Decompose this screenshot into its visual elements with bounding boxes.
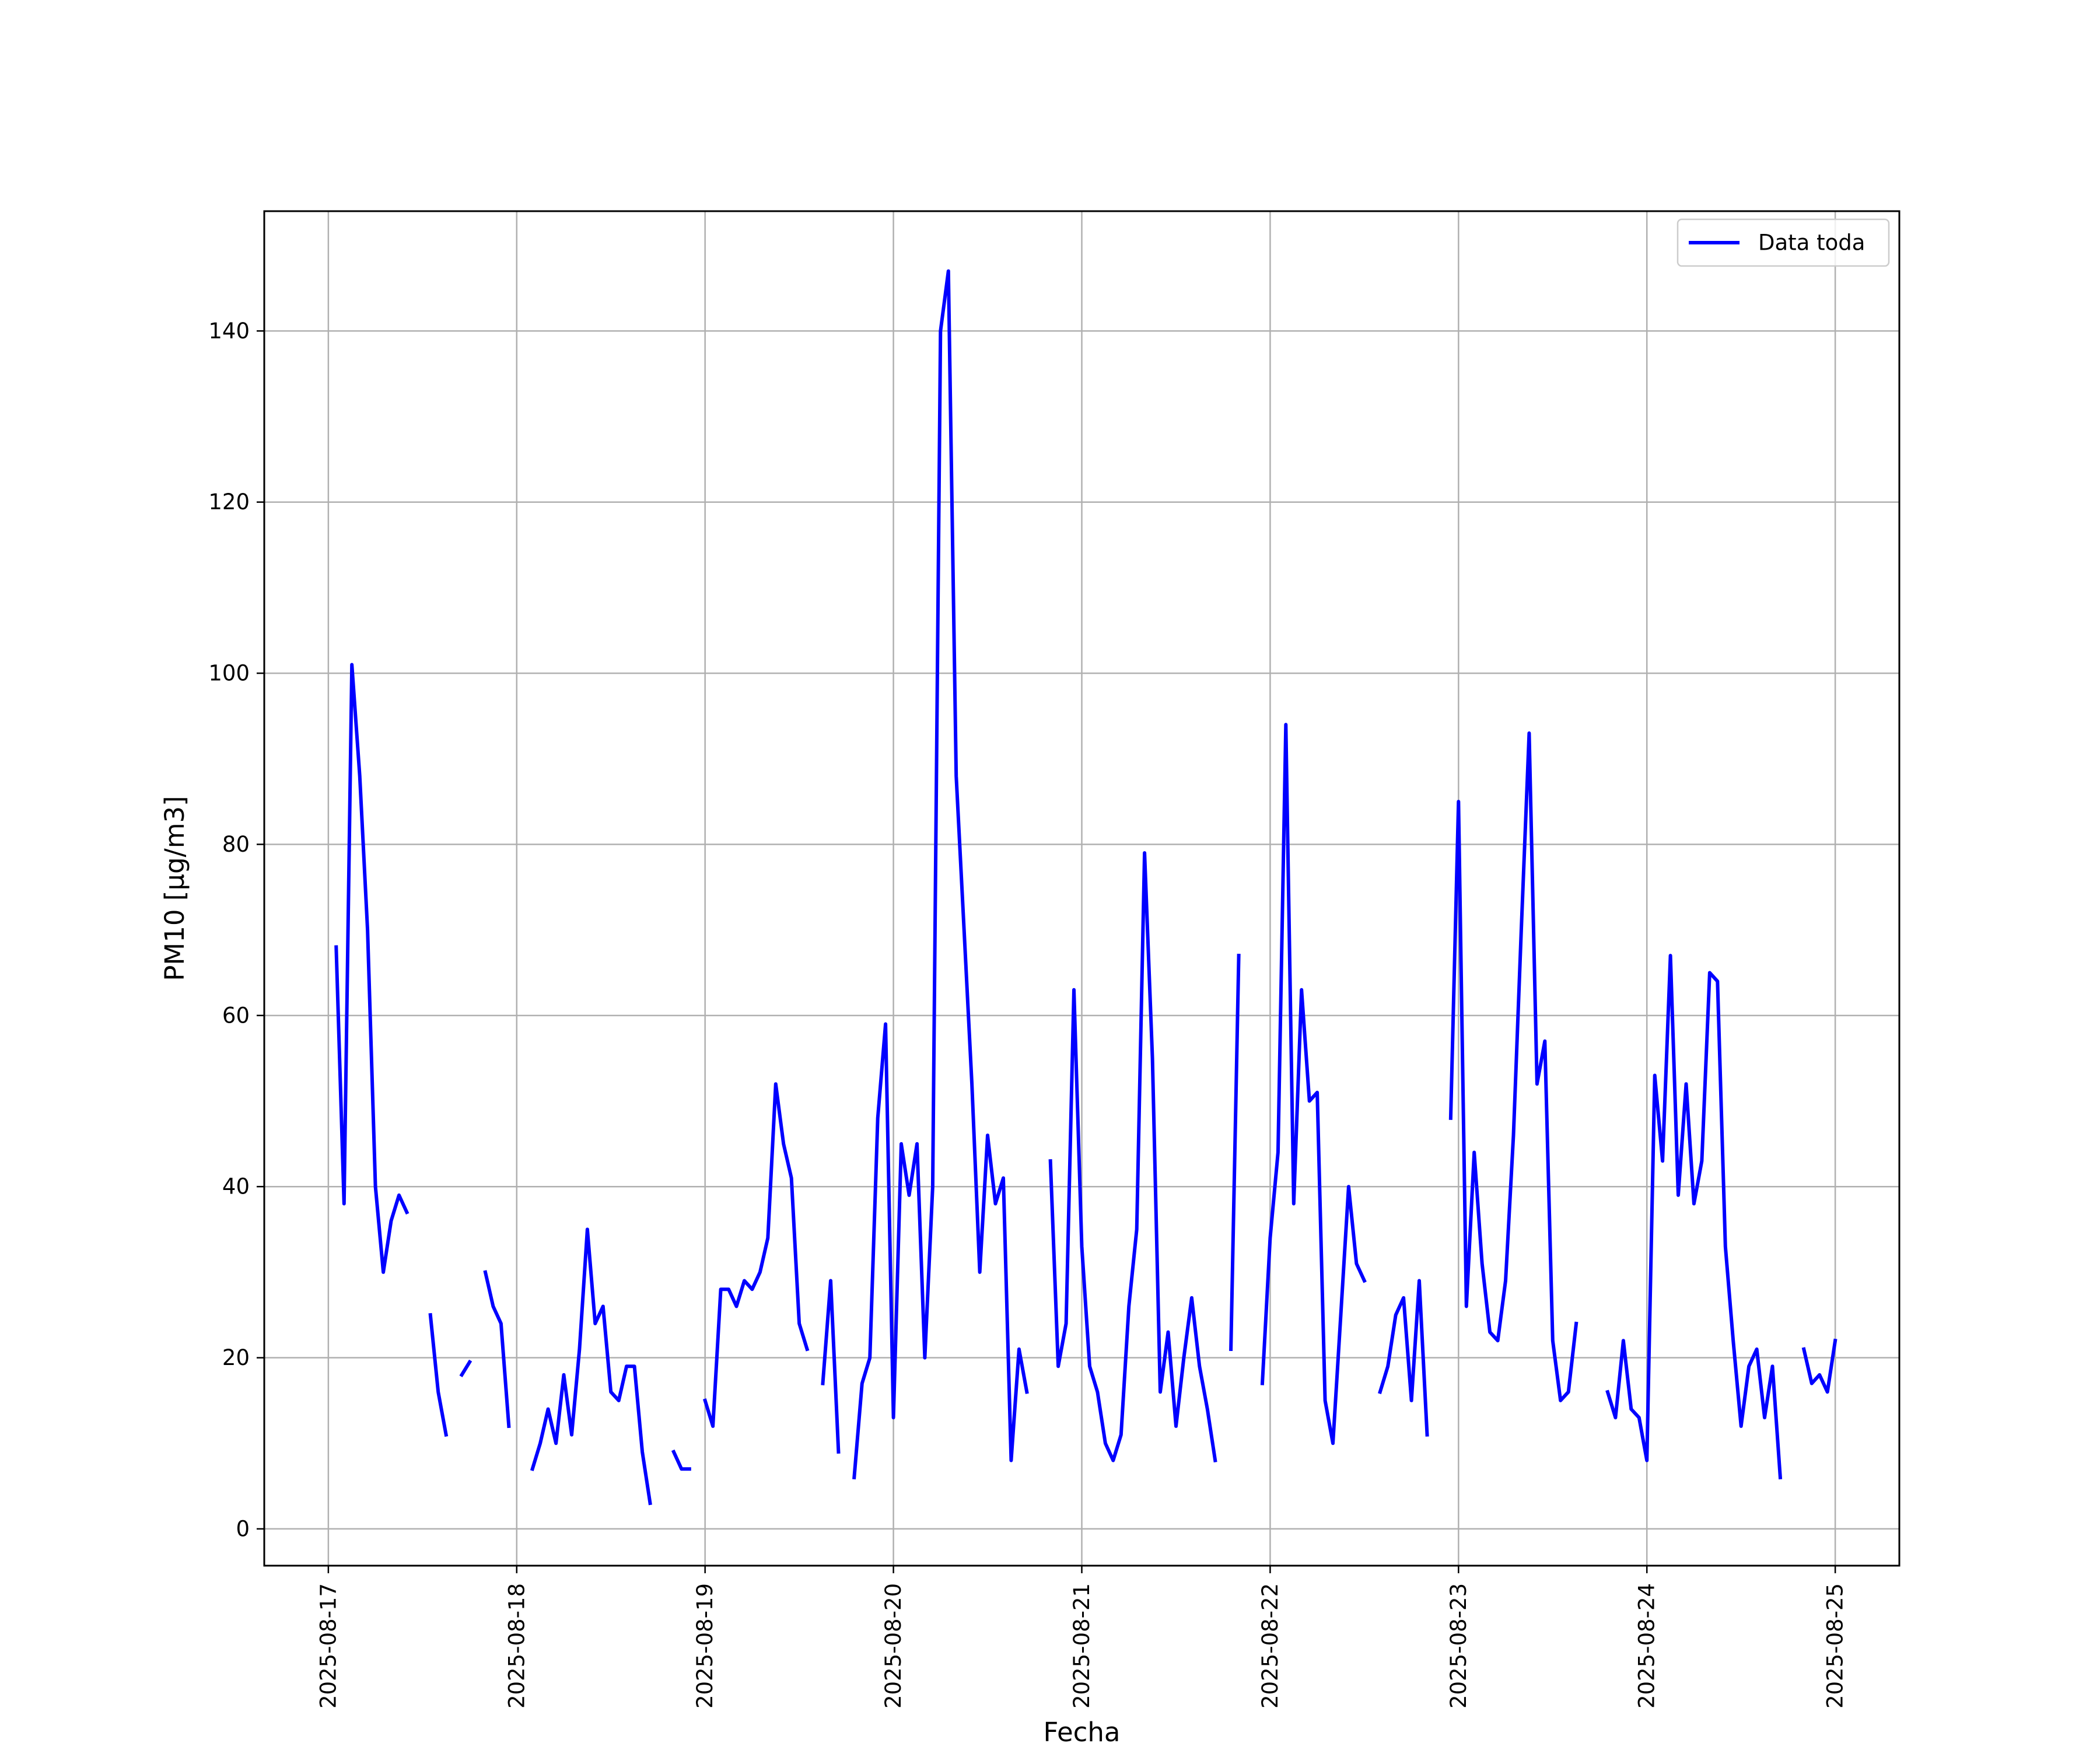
y-tick-label: 20 bbox=[222, 1345, 250, 1370]
x-tick-label: 2025-08-24 bbox=[1634, 1583, 1660, 1709]
x-tick-label: 2025-08-22 bbox=[1258, 1583, 1283, 1709]
x-axis-label: Fecha bbox=[1044, 1717, 1121, 1748]
x-tick-label: 2025-08-25 bbox=[1823, 1583, 1848, 1709]
legend-box bbox=[1676, 218, 1890, 267]
series-line-segment bbox=[428, 1312, 449, 1437]
axis-ticks: 2025-08-17 2025-08-18 2025-08-19 2025-08-20… bbox=[208, 318, 1847, 1709]
y-tick-label: 120 bbox=[208, 489, 250, 514]
x-tick-label: 2025-08-19 bbox=[692, 1583, 718, 1709]
series-line-segment bbox=[334, 663, 410, 1274]
series-line-segment bbox=[459, 1359, 473, 1378]
series-line-segment bbox=[1229, 954, 1241, 1351]
legend: Data toda bbox=[1676, 218, 1890, 267]
series-line-segment bbox=[821, 1279, 841, 1454]
y-tick-label: 40 bbox=[222, 1174, 250, 1199]
series-line-segment bbox=[671, 1449, 691, 1471]
series-line-segment bbox=[1448, 731, 1578, 1402]
y-axis-label: PM10 [μg/m3] bbox=[159, 796, 190, 981]
series-line-segment bbox=[1378, 1279, 1429, 1437]
series-line-segment bbox=[1605, 954, 1783, 1480]
x-tick-label: 2025-08-21 bbox=[1069, 1583, 1094, 1709]
x-tick-label: 2025-08-17 bbox=[316, 1583, 341, 1709]
y-tick-label: 80 bbox=[222, 832, 250, 857]
y-tick-label: 60 bbox=[222, 1003, 250, 1028]
x-tick-label: 2025-08-20 bbox=[881, 1583, 906, 1709]
series-line-segment bbox=[483, 1270, 511, 1429]
series-line-segment bbox=[852, 269, 1029, 1480]
x-tick-label: 2025-08-18 bbox=[504, 1583, 529, 1709]
y-tick-label: 140 bbox=[208, 318, 250, 344]
y-tick-label: 0 bbox=[236, 1516, 250, 1541]
series-lines bbox=[334, 269, 1838, 1506]
legend-label: Data toda bbox=[1758, 230, 1865, 256]
series-line-segment bbox=[1260, 723, 1367, 1446]
series-line-segment bbox=[530, 1227, 652, 1506]
series-line-segment bbox=[1048, 851, 1217, 1463]
series-line-segment bbox=[702, 1082, 810, 1428]
series-line-segment bbox=[1801, 1338, 1838, 1394]
x-tick-label: 2025-08-23 bbox=[1446, 1583, 1471, 1709]
y-tick-label: 100 bbox=[208, 661, 250, 686]
